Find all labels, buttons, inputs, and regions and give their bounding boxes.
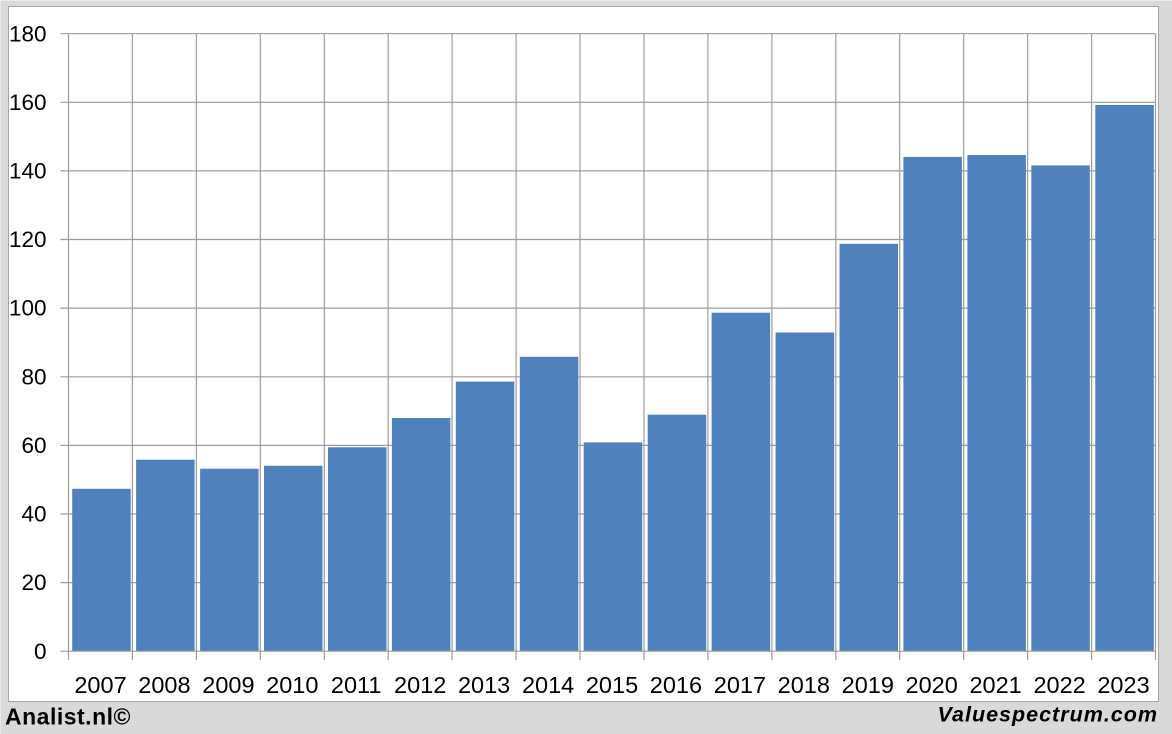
svg-text:180: 180 [9,21,47,46]
svg-text:80: 80 [21,364,46,389]
svg-text:2020: 2020 [906,672,958,698]
svg-text:2019: 2019 [842,672,894,698]
svg-text:60: 60 [21,433,46,458]
svg-text:2021: 2021 [969,672,1021,698]
svg-text:2017: 2017 [714,672,766,698]
svg-text:40: 40 [21,502,46,527]
svg-text:140: 140 [9,159,47,184]
svg-text:0: 0 [34,639,47,664]
svg-text:2013: 2013 [458,672,510,698]
svg-text:Analist.nl©: Analist.nl© [5,704,131,730]
svg-text:2011: 2011 [331,672,382,698]
svg-text:120: 120 [9,227,47,252]
svg-text:2023: 2023 [1097,672,1149,698]
svg-text:20: 20 [21,570,46,595]
svg-text:100: 100 [9,296,47,321]
svg-text:Valuespectrum.com: Valuespectrum.com [937,703,1158,727]
svg-text:160: 160 [9,90,47,115]
svg-text:2007: 2007 [74,672,126,698]
svg-text:2009: 2009 [202,672,254,698]
svg-text:2012: 2012 [394,672,446,698]
svg-text:2010: 2010 [266,672,318,698]
svg-text:2016: 2016 [650,672,702,698]
svg-text:2018: 2018 [778,672,830,698]
svg-text:2015: 2015 [586,672,638,698]
svg-text:2008: 2008 [138,672,190,698]
svg-text:2022: 2022 [1033,672,1085,698]
svg-text:2014: 2014 [522,672,574,698]
